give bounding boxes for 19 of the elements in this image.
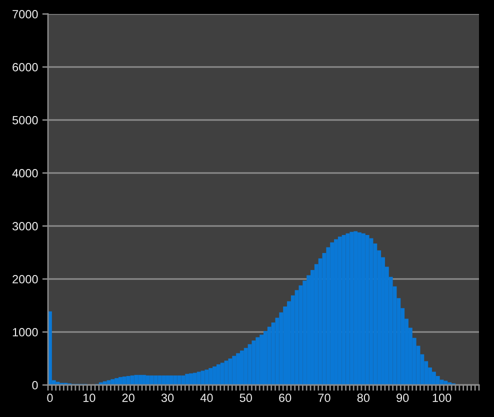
x-tick-label: 0 [47, 394, 53, 402]
x-tick-label: 40 [200, 394, 213, 402]
x-tick-label: 60 [279, 394, 292, 402]
y-tick-label: 6000 [12, 63, 38, 72]
x-tick-label: 20 [122, 394, 134, 402]
y-tick-label: 4000 [12, 169, 38, 178]
y-tick-label: 1000 [12, 328, 38, 336]
x-tick-label: 100 [432, 394, 452, 402]
y-tick-label: 7000 [12, 10, 38, 18]
x-tick-label: 30 [161, 394, 174, 402]
y-tick-label: 3000 [12, 222, 38, 230]
x-tick-label: 90 [396, 394, 409, 402]
y-tick-label: 0 [32, 381, 38, 390]
x-tick-label: 50 [240, 394, 252, 402]
x-tick-label: 10 [83, 394, 96, 402]
x-tick-label: 70 [318, 394, 330, 402]
y-tick-label: 5000 [12, 116, 38, 124]
x-tick-label: 80 [357, 394, 370, 402]
y-tick-label: 2000 [12, 275, 38, 284]
